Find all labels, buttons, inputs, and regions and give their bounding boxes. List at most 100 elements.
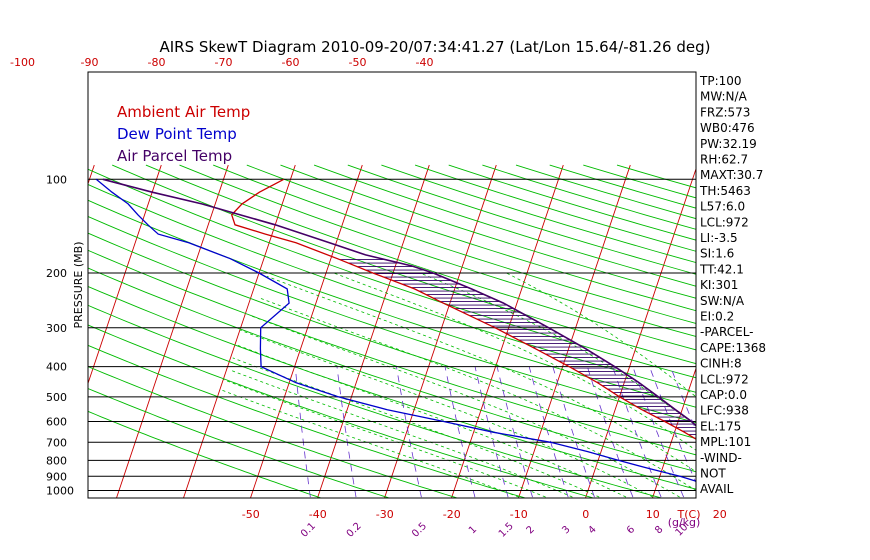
top-temp-tick-label: -40 <box>416 56 434 69</box>
mixing-ratio-unit-label: (g/kg) <box>668 516 701 529</box>
isotherm-line <box>317 164 430 498</box>
cape-hatching <box>339 259 696 439</box>
isotherm-line <box>786 165 870 501</box>
mixing-ratio-line <box>396 366 422 498</box>
dry-adiabat-line <box>88 168 696 379</box>
stat-line: L57:6.0 <box>700 200 745 214</box>
moist-adiabat-line <box>506 272 696 398</box>
mixing-ratio-tick-label: 6 <box>625 524 637 536</box>
axis-ticks: 1002003004005006007008009001000-120-110-… <box>10 56 727 540</box>
pressure-tick-label: 300 <box>46 322 67 335</box>
chart-title: AIRS SkewT Diagram 2010-09-20/07:34:41.2… <box>159 38 710 56</box>
stat-line: LI:-3.5 <box>700 231 738 245</box>
dry-adiabat-line <box>88 410 323 498</box>
dry-adiabat-line <box>145 164 696 351</box>
isotherm-line <box>853 165 870 501</box>
stat-line: SI:1.6 <box>700 247 734 261</box>
top-temp-tick-label: -60 <box>282 56 300 69</box>
stat-line: CAPE:1368 <box>700 341 766 355</box>
bottom-temp-tick-label: -30 <box>376 508 394 521</box>
sounding-profiles <box>95 178 696 482</box>
dry-adiabat-line <box>88 324 595 498</box>
stat-line: -WIND- <box>700 451 742 465</box>
dry-adiabat-line <box>414 164 696 252</box>
moist-adiabat-line <box>235 344 627 498</box>
isobar-lines <box>88 178 696 491</box>
stat-line: EL:175 <box>700 419 741 433</box>
moist-adiabat-line <box>266 275 696 473</box>
isotherm-line <box>652 366 696 498</box>
mixing-ratio-line <box>552 366 595 498</box>
dry-adiabat-line <box>179 164 696 337</box>
dry-adiabat-line <box>88 304 664 498</box>
moist-adiabat-line <box>258 297 696 491</box>
stat-line: FRZ:573 <box>700 105 750 119</box>
bottom-temp-tick-label: 20 <box>713 508 727 521</box>
background-lines <box>88 164 870 501</box>
dewpoint-line <box>95 178 696 482</box>
dry-adiabat-line <box>88 232 696 439</box>
mixing-ratio-line <box>294 366 311 498</box>
mixing-ratio-tick-label: 0.5 <box>410 521 429 540</box>
legend-item: Air Parcel Temp <box>117 147 232 165</box>
pressure-tick-label: 200 <box>46 267 67 280</box>
moist-adiabat-line <box>229 369 573 498</box>
mixing-ratio-line <box>496 366 533 498</box>
moist-adiabat-line <box>251 315 680 498</box>
mixing-ratio-tick-label: 3 <box>560 524 572 536</box>
stat-line: CINH:8 <box>700 357 742 371</box>
stat-line: KI:301 <box>700 278 738 292</box>
mixing-ratio-tick-label: 8 <box>653 524 665 536</box>
top-temp-tick-label: -90 <box>81 56 99 69</box>
stat-line: LFC:938 <box>700 404 749 418</box>
bottom-temp-tick-label: -40 <box>309 508 327 521</box>
moist-adiabat-line <box>223 379 546 498</box>
mixing-ratio-line <box>528 366 569 498</box>
mixing-ratio-line <box>474 366 509 498</box>
moist-adiabat-line <box>220 389 519 498</box>
temp-unit-label: T(C) <box>677 508 701 521</box>
isotherm-line <box>116 164 229 498</box>
legend-item: Ambient Air Temp <box>117 103 250 121</box>
mixing-ratio-tick-label: 1.5 <box>497 521 516 540</box>
mixing-ratio-line <box>444 366 476 498</box>
moist-adiabat-line <box>333 272 696 451</box>
stat-line: NOT <box>700 467 726 481</box>
isotherm-line <box>183 164 296 498</box>
stat-line: RH:62.7 <box>700 153 748 167</box>
dry-adiabat-line <box>515 164 696 220</box>
bottom-temp-tick-label: 0 <box>582 508 589 521</box>
bottom-temp-tick-label: -50 <box>242 508 260 521</box>
stat-line: LCL:972 <box>700 372 749 386</box>
top-temp-tick-label: -100 <box>10 56 35 69</box>
dry-adiabat-line <box>280 164 696 299</box>
bottom-temp-tick-label: 10 <box>646 508 660 521</box>
pressure-tick-label: 400 <box>46 361 67 374</box>
mixing-ratio-line <box>649 366 696 484</box>
dry-adiabat-line <box>381 164 696 264</box>
stat-line: EI:0.2 <box>700 310 734 324</box>
pressure-tick-label: 700 <box>46 436 67 449</box>
top-temp-tick-label: -80 <box>148 56 166 69</box>
dry-adiabat-line <box>88 344 527 498</box>
mixing-ratio-tick-label: 0.2 <box>345 521 364 540</box>
mixing-ratio-tick-label: 1 <box>467 524 479 536</box>
legend: Ambient Air Temp Dew Point Temp Air Parcel… <box>117 103 250 165</box>
dry-adiabat-line <box>246 164 696 312</box>
isotherm-line <box>250 164 363 498</box>
top-temp-tick-label: -50 <box>349 56 367 69</box>
stat-line: MAXT:30.7 <box>700 168 763 182</box>
mixing-ratio-tick-label: 2 <box>525 524 537 536</box>
pressure-axis-label: PRESSURE (MB) <box>72 242 85 329</box>
mixing-ratio-tick-label: 4 <box>586 524 598 536</box>
stat-line: LCL:972 <box>700 215 749 229</box>
pressure-tick-label: 500 <box>46 391 67 404</box>
dry-adiabat-line <box>88 388 391 498</box>
stat-line: PW:32.19 <box>700 137 757 151</box>
dry-adiabat-line <box>88 366 459 498</box>
bottom-temp-tick-label: -10 <box>510 508 528 521</box>
pressure-tick-label: 600 <box>46 415 67 428</box>
stat-line: TH:5463 <box>699 184 751 198</box>
